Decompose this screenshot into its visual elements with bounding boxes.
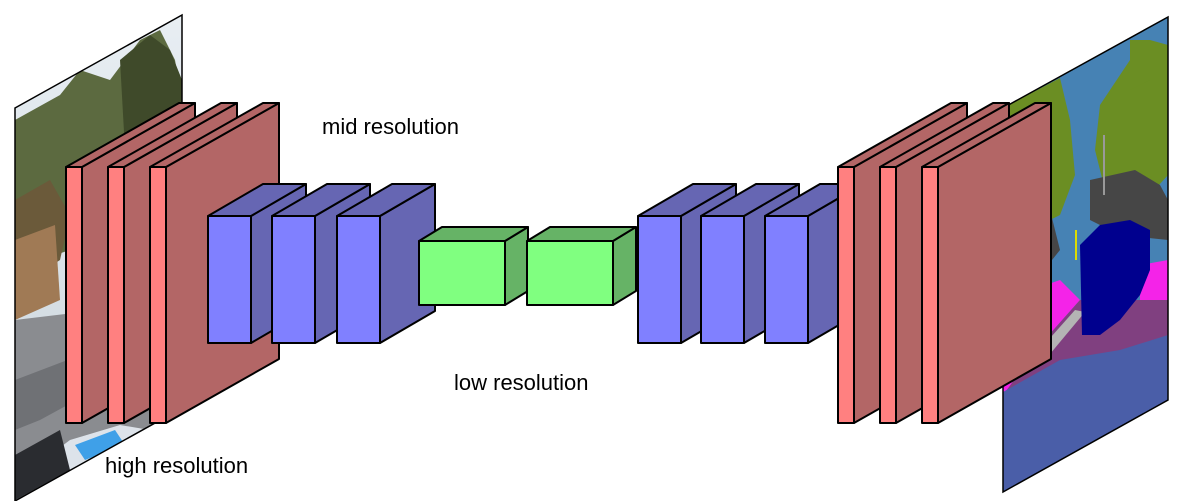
low-layer-2 [526, 226, 637, 306]
decoder-high-resolution-layers [837, 102, 1052, 424]
encoder-mid-resolution-layers [207, 183, 436, 344]
low-resolution-label: low resolution [454, 370, 589, 395]
decoder-mid-resolution-layers [637, 183, 864, 344]
high-resolution-label: high resolution [105, 453, 249, 478]
mid-resolution-label: mid resolution [322, 114, 459, 139]
low-resolution-layers [418, 226, 637, 306]
dec-high-layer-3 [921, 102, 1052, 424]
low-layer-1 [418, 226, 529, 306]
